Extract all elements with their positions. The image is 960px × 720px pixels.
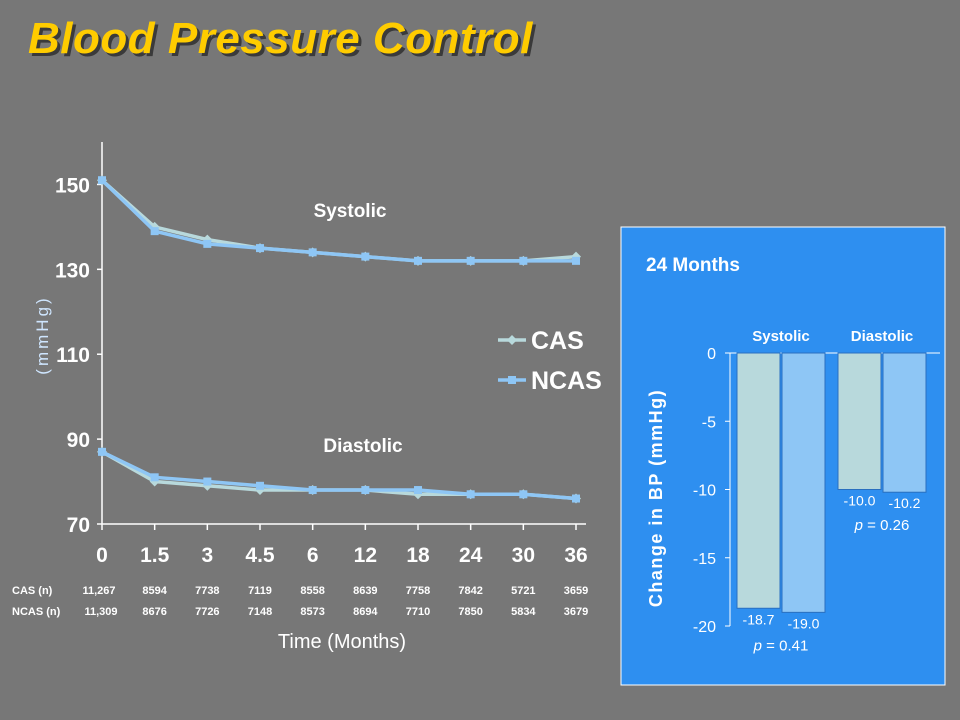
x-tick-label: 12 <box>354 544 377 567</box>
ncas-count-value: 7726 <box>195 606 219 618</box>
bar-y-tick-label: 0 <box>707 346 716 363</box>
data-point-ncas-systolic <box>361 252 370 261</box>
y-tick-label: 130 <box>55 259 90 282</box>
series-line-ncas-diastolic <box>101 450 577 501</box>
y-tick-label: 150 <box>55 174 90 197</box>
bar-ncas-diastolic <box>882 352 927 493</box>
legend-marker-ncas <box>508 376 516 384</box>
bar-chart-plot: 0 -5 -10 -15 -20 Systolic -18.7 -19.0 p = 0.41 Di… <box>693 328 940 654</box>
ncas-count-value: 8573 <box>300 606 324 618</box>
data-point-ncas-systolic <box>203 239 212 248</box>
data-point-ncas-diastolic <box>308 486 317 495</box>
bar-y-tick-label: -5 <box>702 414 716 431</box>
data-point-ncas-diastolic <box>414 486 422 495</box>
bar-value-label: -18.7 <box>743 611 775 627</box>
data-point-ncas-diastolic <box>519 490 528 499</box>
x-tick-label: 30 <box>512 544 535 567</box>
ncas-count-value: 3679 <box>564 606 588 618</box>
cas-count-value: 11,267 <box>82 585 115 597</box>
bar-ncas-systolic <box>781 352 826 613</box>
ncas-count-value: 7850 <box>458 606 482 618</box>
x-tick-label: 18 <box>406 544 430 567</box>
page-title: Blood Pressure Control <box>28 14 533 63</box>
ncas-count-value: 5834 <box>511 606 536 618</box>
x-tick-label: 4.5 <box>245 544 275 567</box>
ncas-count-label: NCAS (n) <box>12 606 61 618</box>
data-point-ncas-diastolic <box>466 490 475 499</box>
cas-count-value: 3659 <box>564 585 588 597</box>
data-point-cas-systolic <box>571 251 581 262</box>
y-tick-label: 70 <box>67 514 90 537</box>
line-chart-axes <box>97 142 586 530</box>
data-point-ncas-systolic <box>414 256 422 265</box>
ncas-count-value: 7710 <box>406 606 430 618</box>
legend-label-ncas: NCAS <box>531 367 602 395</box>
systolic-annotation: Systolic <box>314 201 387 222</box>
data-point-ncas-systolic <box>98 176 106 185</box>
x-tick-label: 1.5 <box>140 544 170 567</box>
ncas-count-value: 8676 <box>142 606 166 618</box>
x-axis-label: Time (Months) <box>278 631 406 653</box>
bar-y-tick-label: -10 <box>693 483 716 500</box>
data-point-ncas-diastolic <box>361 486 370 495</box>
data-point-ncas-systolic <box>308 248 317 257</box>
x-tick-label: 24 <box>459 544 483 567</box>
x-tick-label: 3 <box>201 544 213 567</box>
cas-count-value: 7119 <box>248 585 272 597</box>
series-line-ncas-systolic <box>100 178 576 263</box>
ncas-count-value: 7148 <box>248 606 272 618</box>
data-point-ncas-diastolic <box>150 473 159 482</box>
p-value-systolic: p = 0.41 <box>753 637 809 654</box>
bar-category-label-diastolic: Diastolic <box>851 328 914 345</box>
p-value-diastolic: p = 0.26 <box>854 517 910 534</box>
ncas-count-value: 11,309 <box>84 606 117 618</box>
diastolic-annotation: Diastolic <box>323 436 403 457</box>
bar-category-label-systolic: Systolic <box>752 328 810 345</box>
data-point-ncas-diastolic <box>203 477 212 486</box>
y-axis-label: (mmHg) <box>33 295 52 374</box>
line-chart-tick-labels: 70 90 110 130 150 0 1.5 3 4.5 6 12 18 24 30 36 <box>55 174 588 567</box>
cas-count-value: 7758 <box>406 585 430 597</box>
data-point-ncas-diastolic <box>256 481 264 490</box>
line-chart-series <box>97 175 581 504</box>
cas-count-value: 7842 <box>458 585 482 597</box>
bar-cas-diastolic <box>837 352 882 490</box>
y-tick-label: 110 <box>56 344 90 367</box>
bar-value-label: -10.0 <box>844 493 876 509</box>
bar-chart-panel: 24 Months Change in BP (mmHg) 0 -5 -10 -15 -… <box>620 226 946 686</box>
bar-value-label: -10.2 <box>889 495 921 511</box>
bar-chart-title: 24 Months <box>646 255 740 276</box>
line-chart: 70 90 110 130 150 0 1.5 3 4.5 6 12 18 24 30 36 CAS NCAS… <box>12 142 602 653</box>
sample-size-table: CAS (n) NCAS (n) 11,267 8594 7738 7119 8558 863… <box>12 585 588 618</box>
bar-value-label: -19.0 <box>788 615 820 631</box>
cas-count-label: CAS (n) <box>12 585 53 597</box>
y-tick-label: 90 <box>67 429 90 452</box>
cas-count-value: 8594 <box>142 585 167 597</box>
data-point-ncas-systolic <box>572 256 580 265</box>
data-point-ncas-systolic <box>150 227 159 236</box>
legend-label-cas: CAS <box>531 327 584 355</box>
data-point-ncas-diastolic <box>572 494 580 503</box>
cas-count-value: 5721 <box>511 585 535 597</box>
x-tick-label: 6 <box>307 544 319 567</box>
data-point-ncas-diastolic <box>98 447 106 456</box>
data-point-ncas-systolic <box>466 256 475 265</box>
cas-count-value: 8558 <box>300 585 324 597</box>
cas-count-value: 8639 <box>353 585 377 597</box>
cas-count-value: 7738 <box>195 585 219 597</box>
data-point-ncas-systolic <box>256 244 264 253</box>
line-chart-legend: CAS NCAS <box>498 327 602 395</box>
legend-marker-cas <box>507 335 517 345</box>
data-point-ncas-systolic <box>519 256 528 265</box>
bar-y-tick-label: -20 <box>693 619 716 636</box>
bar-y-axis-label: Change in BP (mmHg) <box>646 389 666 607</box>
x-tick-label: 0 <box>96 544 108 567</box>
bar-y-tick-label: -15 <box>693 551 716 568</box>
x-tick-label: 36 <box>564 544 587 567</box>
bar-cas-systolic <box>736 352 781 609</box>
ncas-count-value: 8694 <box>353 606 378 618</box>
